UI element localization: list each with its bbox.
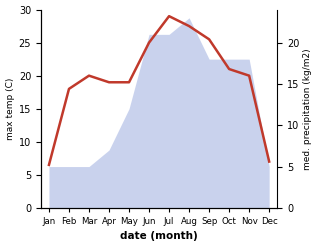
X-axis label: date (month): date (month) [120,231,198,242]
Y-axis label: med. precipitation (kg/m2): med. precipitation (kg/m2) [303,48,313,169]
Y-axis label: max temp (C): max temp (C) [5,78,15,140]
